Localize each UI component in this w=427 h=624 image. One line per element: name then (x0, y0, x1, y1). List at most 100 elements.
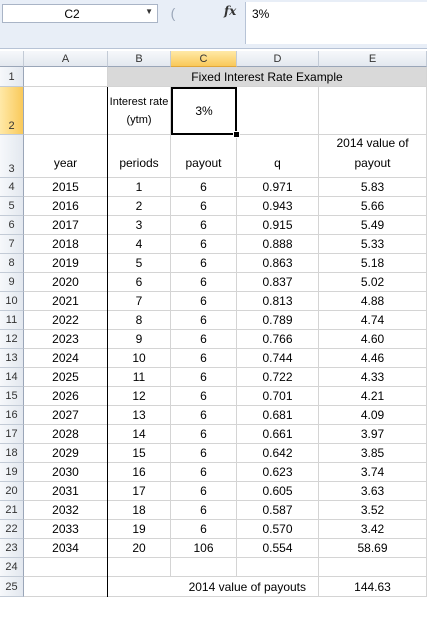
fill-handle[interactable] (233, 131, 240, 138)
column-header-e[interactable]: E (319, 51, 427, 67)
table-row-year[interactable]: 2027 (24, 406, 108, 425)
table-row-value[interactable]: 4.33 (319, 368, 427, 387)
table-row-year[interactable]: 2019 (24, 254, 108, 273)
table-row-year[interactable]: 2026 (24, 387, 108, 406)
table-row-q[interactable]: 0.605 (237, 482, 319, 501)
table-row-q[interactable]: 0.642 (237, 444, 319, 463)
table-row-value[interactable]: 4.09 (319, 406, 427, 425)
table-row-q[interactable]: 0.661 (237, 425, 319, 444)
row-header-9[interactable]: 9 (0, 273, 24, 292)
table-row-value[interactable]: 4.46 (319, 349, 427, 368)
table-row-q[interactable]: 0.915 (237, 216, 319, 235)
table-row-year[interactable]: 2029 (24, 444, 108, 463)
table-row-periods[interactable]: 11 (108, 368, 171, 387)
table-row-payout[interactable]: 6 (171, 216, 237, 235)
table-row-payout[interactable]: 6 (171, 444, 237, 463)
row-header-13[interactable]: 13 (0, 349, 24, 368)
table-row-q[interactable]: 0.813 (237, 292, 319, 311)
table-row-payout[interactable]: 6 (171, 368, 237, 387)
table-row-periods[interactable]: 1 (108, 178, 171, 197)
table-row-payout[interactable]: 6 (171, 311, 237, 330)
table-row-value[interactable]: 4.74 (319, 311, 427, 330)
interest-rate-cell[interactable]: 3% (171, 87, 237, 135)
table-row-periods[interactable]: 2 (108, 197, 171, 216)
table-row-q[interactable]: 0.943 (237, 197, 319, 216)
table-row-value[interactable]: 3.74 (319, 463, 427, 482)
formula-input[interactable]: 3% (245, 2, 427, 44)
table-row-q[interactable]: 0.554 (237, 539, 319, 558)
table-row-periods[interactable]: 20 (108, 539, 171, 558)
table-row-payout[interactable]: 6 (171, 197, 237, 216)
sheet-title[interactable]: Fixed Interest Rate Example (108, 67, 427, 87)
table-row-q[interactable]: 0.701 (237, 387, 319, 406)
table-row-year[interactable]: 2031 (24, 482, 108, 501)
table-row-q[interactable]: 0.971 (237, 178, 319, 197)
column-header-d[interactable]: D (237, 51, 319, 67)
table-row-periods[interactable]: 3 (108, 216, 171, 235)
table-row-year[interactable]: 2023 (24, 330, 108, 349)
table-row-periods[interactable]: 13 (108, 406, 171, 425)
header-year[interactable]: year (24, 135, 108, 178)
table-row-year[interactable]: 2025 (24, 368, 108, 387)
table-row-year[interactable]: 2017 (24, 216, 108, 235)
table-row-value[interactable]: 58.69 (319, 539, 427, 558)
row-header-2[interactable]: 2 (0, 87, 24, 135)
row-header-4[interactable]: 4 (0, 178, 24, 197)
table-row-payout[interactable]: 6 (171, 425, 237, 444)
cell-e2[interactable] (319, 87, 427, 135)
row-header-3[interactable]: 3 (0, 135, 24, 178)
table-row-periods[interactable]: 18 (108, 501, 171, 520)
table-row-q[interactable]: 0.722 (237, 368, 319, 387)
table-row-value[interactable]: 5.83 (319, 178, 427, 197)
row-header-6[interactable]: 6 (0, 216, 24, 235)
row-header-25[interactable]: 25 (0, 577, 24, 597)
row-header-19[interactable]: 19 (0, 463, 24, 482)
row-header-11[interactable]: 11 (0, 311, 24, 330)
table-row-value[interactable]: 5.33 (319, 235, 427, 254)
table-row-payout[interactable]: 6 (171, 387, 237, 406)
table-row-payout[interactable]: 106 (171, 539, 237, 558)
total-value[interactable]: 144.63 (319, 577, 427, 597)
row-header-5[interactable]: 5 (0, 197, 24, 216)
row-header-16[interactable]: 16 (0, 406, 24, 425)
table-row-q[interactable]: 0.570 (237, 520, 319, 539)
table-row-value[interactable]: 4.88 (319, 292, 427, 311)
table-row-q[interactable]: 0.681 (237, 406, 319, 425)
table-row-periods[interactable]: 7 (108, 292, 171, 311)
header-2014-value[interactable]: 2014 value of payout (319, 135, 427, 178)
table-row-periods[interactable]: 12 (108, 387, 171, 406)
cell-d24[interactable] (237, 558, 319, 577)
row-header-8[interactable]: 8 (0, 254, 24, 273)
splitter-handle-icon[interactable]: ( (170, 5, 176, 21)
table-row-payout[interactable]: 6 (171, 463, 237, 482)
cell-e24[interactable] (319, 558, 427, 577)
column-header-b[interactable]: B (108, 51, 171, 67)
row-header-17[interactable]: 17 (0, 425, 24, 444)
table-row-year[interactable]: 2028 (24, 425, 108, 444)
table-row-payout[interactable]: 6 (171, 349, 237, 368)
table-row-periods[interactable]: 5 (108, 254, 171, 273)
table-row-year[interactable]: 2016 (24, 197, 108, 216)
row-header-14[interactable]: 14 (0, 368, 24, 387)
table-row-periods[interactable]: 17 (108, 482, 171, 501)
table-row-year[interactable]: 2024 (24, 349, 108, 368)
header-periods[interactable]: periods (108, 135, 171, 178)
table-row-year[interactable]: 2020 (24, 273, 108, 292)
total-label[interactable]: 2014 value of payouts (108, 577, 319, 597)
table-row-value[interactable]: 3.42 (319, 520, 427, 539)
table-row-value[interactable]: 5.02 (319, 273, 427, 292)
table-row-periods[interactable]: 19 (108, 520, 171, 539)
table-row-q[interactable]: 0.766 (237, 330, 319, 349)
header-q[interactable]: q (237, 135, 319, 178)
column-header-a[interactable]: A (24, 51, 108, 67)
table-row-value[interactable]: 4.60 (319, 330, 427, 349)
table-row-periods[interactable]: 14 (108, 425, 171, 444)
table-row-payout[interactable]: 6 (171, 501, 237, 520)
row-header-15[interactable]: 15 (0, 387, 24, 406)
row-header-18[interactable]: 18 (0, 444, 24, 463)
table-row-q[interactable]: 0.623 (237, 463, 319, 482)
table-row-payout[interactable]: 6 (171, 406, 237, 425)
table-row-value[interactable]: 5.66 (319, 197, 427, 216)
table-row-payout[interactable]: 6 (171, 254, 237, 273)
table-row-periods[interactable]: 15 (108, 444, 171, 463)
